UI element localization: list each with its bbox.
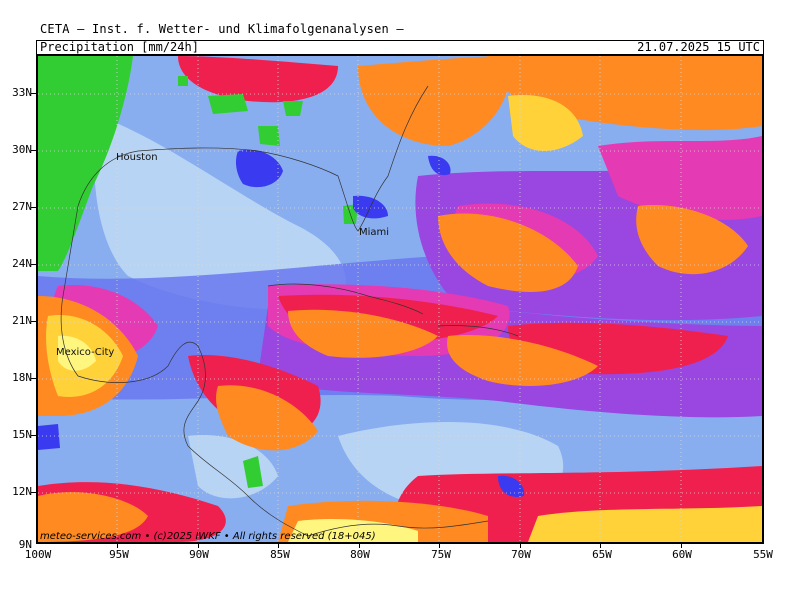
lat-label-9n: 9N bbox=[18, 538, 32, 551]
patch-mexico-light-yellow bbox=[58, 335, 96, 371]
lon-tick bbox=[359, 543, 360, 548]
patch-sw-orange bbox=[38, 492, 148, 542]
map-canvas bbox=[38, 56, 762, 542]
lon-label-85w: 85W bbox=[270, 548, 290, 561]
lat-label-24n: 24N bbox=[12, 257, 32, 270]
source-line: CETA — Inst. f. Wetter- und Klimafolgena… bbox=[40, 22, 404, 36]
lon-tick bbox=[520, 543, 521, 548]
land-green-small-4 bbox=[283, 101, 303, 116]
lon-label-75w: 75W bbox=[431, 548, 451, 561]
parameter-label: Precipitation [mm/24h] bbox=[40, 40, 199, 54]
lat-tick bbox=[31, 321, 36, 322]
city-label-houston: Houston bbox=[116, 152, 158, 163]
city-label-miami: Miami bbox=[359, 227, 390, 238]
lat-label-18n: 18N bbox=[12, 371, 32, 384]
patch-ne-yellow bbox=[508, 95, 583, 151]
title-bar: Precipitation [mm/24h] 21.07.2025 15 UTC bbox=[36, 40, 764, 54]
lon-tick bbox=[278, 543, 279, 548]
lat-tick bbox=[31, 93, 36, 94]
land-green-small-3 bbox=[258, 126, 280, 146]
lon-label-100w: 100W bbox=[24, 548, 52, 561]
graticule bbox=[38, 56, 762, 542]
lat-tick bbox=[31, 207, 36, 208]
lat-label-21n: 21N bbox=[12, 314, 32, 327]
lon-label-65w: 65W bbox=[592, 548, 612, 561]
land-green-small-1 bbox=[178, 76, 188, 86]
lat-label-15n: 15N bbox=[12, 428, 32, 441]
credit-footer: meteo-services.com • (c)2025 IWKF • All … bbox=[40, 531, 376, 542]
lon-label-90w: 90W bbox=[189, 548, 209, 561]
patch-blue-5 bbox=[498, 475, 525, 497]
patch-east-orange bbox=[636, 205, 748, 275]
datetime-label: 21.07.2025 15 UTC bbox=[637, 40, 760, 54]
patch-blue-4 bbox=[38, 424, 60, 450]
lon-tick bbox=[117, 543, 118, 548]
patch-blue-1 bbox=[235, 149, 283, 188]
city-label-mexico-city: Mexico-City bbox=[56, 347, 115, 358]
lon-tick bbox=[439, 543, 440, 548]
lat-label-12n: 12N bbox=[12, 485, 32, 498]
land-green-small-6 bbox=[243, 456, 263, 488]
lon-label-60w: 60W bbox=[672, 548, 692, 561]
patch-ne-orange bbox=[358, 56, 510, 146]
lat-tick bbox=[31, 435, 36, 436]
lon-tick bbox=[198, 543, 199, 548]
lat-tick bbox=[31, 264, 36, 265]
patch-blue-3 bbox=[428, 155, 451, 176]
lon-tick bbox=[600, 543, 601, 548]
patch-cuba-orange bbox=[288, 309, 438, 358]
patch-se-yellow bbox=[528, 506, 762, 542]
lat-tick bbox=[31, 150, 36, 151]
lat-tick bbox=[31, 378, 36, 379]
lat-label-33n: 33N bbox=[12, 86, 32, 99]
blotch-ne-magenta bbox=[598, 136, 762, 220]
lon-label-80w: 80W bbox=[350, 548, 370, 561]
lon-label-70w: 70W bbox=[511, 548, 531, 561]
precipitation-map bbox=[36, 54, 764, 544]
lat-label-27n: 27N bbox=[12, 200, 32, 213]
lat-tick bbox=[31, 492, 36, 493]
land-texas-green bbox=[38, 56, 133, 271]
patch-bahamas-orange bbox=[438, 213, 578, 292]
land-green-small-2 bbox=[208, 94, 248, 114]
lat-label-30n: 30N bbox=[12, 143, 32, 156]
patch-honduras-orange bbox=[216, 385, 318, 451]
patch-caribbean-orange bbox=[447, 335, 598, 386]
lon-tick bbox=[681, 543, 682, 548]
coastlines bbox=[60, 85, 519, 537]
lon-label-95w: 95W bbox=[109, 548, 129, 561]
lon-label-55w: 55W bbox=[753, 548, 773, 561]
band-n-red bbox=[178, 56, 338, 103]
region-gulf-light bbox=[94, 116, 346, 310]
